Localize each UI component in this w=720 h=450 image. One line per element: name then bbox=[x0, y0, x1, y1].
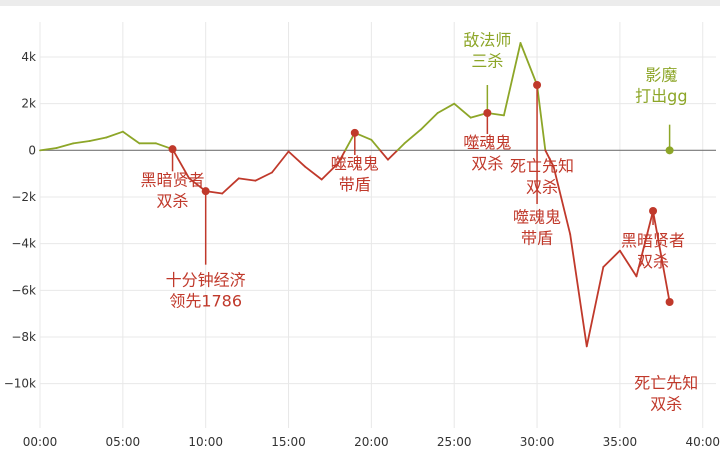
series-segment bbox=[635, 210, 654, 278]
annotation-label: 带盾 bbox=[521, 229, 553, 248]
series-segment bbox=[503, 42, 522, 117]
annotation-label: 影魔 bbox=[645, 65, 677, 84]
x-tick-label: 05:00 bbox=[106, 435, 141, 449]
x-tick-label: 30:00 bbox=[520, 435, 555, 449]
series-segment bbox=[55, 142, 75, 149]
annotation-label: 黑暗贤者 bbox=[141, 170, 205, 189]
series-lines bbox=[39, 42, 671, 348]
annotation-label: 噬魂鬼 bbox=[331, 154, 379, 173]
series-segment bbox=[72, 140, 91, 145]
series-segment bbox=[652, 210, 671, 303]
data-point-marker bbox=[533, 81, 542, 89]
annotation-label: 带盾 bbox=[339, 175, 371, 194]
y-tick-label: −8k bbox=[11, 330, 36, 344]
axes: 00:00 05:00 10:00 15:00 20:00 25:00 30:00 35:00… bbox=[4, 50, 720, 449]
series-segment bbox=[536, 84, 547, 152]
series-segment bbox=[172, 149, 191, 180]
annotation-label: 噬魂鬼 bbox=[513, 208, 561, 227]
data-point-marker bbox=[483, 109, 492, 117]
series-segment bbox=[436, 102, 456, 114]
x-tick-label: 20:00 bbox=[354, 435, 389, 449]
x-tick-label: 10:00 bbox=[188, 435, 223, 449]
series-segment bbox=[287, 150, 306, 168]
annotation-label: 敌法师 bbox=[463, 30, 511, 49]
y-tick-label: −6k bbox=[11, 283, 36, 297]
series-segment bbox=[396, 142, 406, 152]
annotation-label: 十分钟经济 bbox=[166, 271, 246, 290]
series-segment bbox=[569, 233, 588, 348]
data-point-marker bbox=[168, 145, 177, 154]
annotation-label: 领先1786 bbox=[169, 292, 242, 311]
series-segment bbox=[387, 149, 399, 161]
y-tick-label: −10k bbox=[4, 377, 36, 391]
x-tick-label: 15:00 bbox=[271, 435, 306, 449]
series-segment bbox=[271, 150, 290, 174]
annotation-label: 双杀 bbox=[157, 191, 189, 210]
series-segment bbox=[237, 177, 257, 182]
y-tick-label: 0 bbox=[28, 143, 36, 157]
x-tick-label: 25:00 bbox=[437, 435, 472, 449]
annotation-label: 双杀 bbox=[526, 177, 558, 196]
series-segment bbox=[320, 162, 340, 181]
annotation-label: 三杀 bbox=[471, 51, 503, 70]
annotation-label: 打出gg bbox=[635, 86, 687, 105]
series-segment bbox=[39, 147, 58, 152]
grid bbox=[39, 22, 716, 428]
data-point-marker bbox=[665, 146, 674, 155]
series-segment bbox=[519, 42, 538, 86]
series-segment bbox=[453, 102, 472, 119]
series-segment bbox=[337, 149, 347, 165]
series-segment bbox=[585, 266, 605, 348]
x-tick-label: 00:00 bbox=[23, 435, 58, 449]
series-segment bbox=[121, 130, 141, 145]
series-segment bbox=[403, 128, 422, 145]
annotation-label: 噬魂鬼 bbox=[463, 133, 511, 152]
data-point-marker bbox=[201, 187, 210, 196]
data-point-marker bbox=[665, 298, 674, 306]
annotation-label: 死亡先知 bbox=[510, 156, 574, 175]
top-bar bbox=[0, 0, 720, 6]
annotation-label: 死亡先知 bbox=[634, 373, 698, 392]
data-point-marker bbox=[350, 128, 359, 137]
annotation-label: 黑暗贤者 bbox=[621, 231, 685, 250]
y-tick-label: −4k bbox=[11, 237, 36, 251]
series-segment bbox=[379, 149, 389, 161]
series-segment bbox=[105, 130, 124, 139]
y-tick-label: 2k bbox=[21, 97, 36, 111]
x-tick-label: 35:00 bbox=[603, 435, 638, 449]
series-segment bbox=[88, 136, 108, 142]
annotation-leaders bbox=[171, 85, 671, 265]
series-segment bbox=[370, 138, 382, 152]
y-tick-label: 4k bbox=[21, 50, 36, 64]
annotation-label: 双杀 bbox=[650, 394, 682, 413]
series-segment bbox=[619, 249, 638, 278]
series-segment bbox=[602, 249, 621, 268]
markers bbox=[168, 81, 674, 306]
series-segment bbox=[544, 149, 555, 168]
series-segment bbox=[254, 171, 273, 182]
data-point-marker bbox=[649, 207, 658, 215]
y-tick-label: −2k bbox=[11, 190, 36, 204]
annotation-label: 双杀 bbox=[471, 154, 503, 173]
x-tick-label: 40:00 bbox=[685, 435, 720, 449]
series-segment bbox=[420, 112, 439, 131]
series-segment bbox=[304, 165, 323, 181]
annotation-label: 双杀 bbox=[637, 252, 669, 271]
series-segment bbox=[552, 165, 572, 236]
series-segment bbox=[221, 177, 240, 195]
